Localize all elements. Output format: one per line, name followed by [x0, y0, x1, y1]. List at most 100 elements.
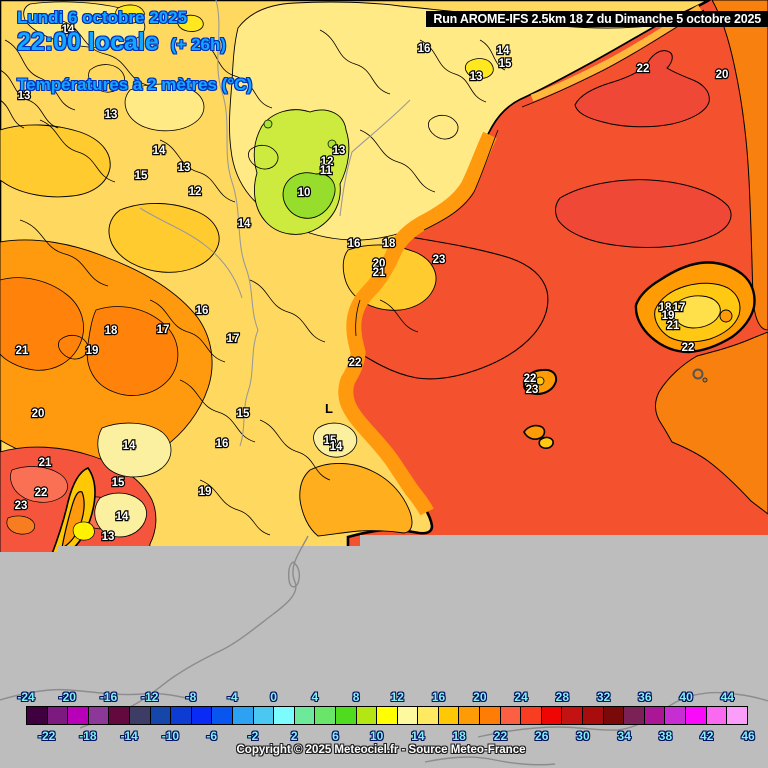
- scale-tick-label: 8: [352, 690, 360, 704]
- temp-value-label: 18: [659, 302, 672, 314]
- scale-tick-label: 34: [617, 729, 631, 743]
- temp-value-label: 16: [216, 438, 229, 450]
- scale-tick-label: 46: [741, 729, 755, 743]
- scale-tick-label: 42: [700, 729, 714, 743]
- temp-value-label: 21: [39, 457, 52, 469]
- scale-cell: [479, 706, 501, 725]
- island-mallorca: [634, 261, 756, 354]
- temp-value-label: 14: [238, 218, 251, 230]
- temp-value-label: 23: [433, 254, 446, 266]
- temp-value-label: 15: [499, 58, 512, 70]
- scale-tick-label: -6: [206, 729, 217, 743]
- scale-cell: [540, 706, 563, 725]
- scale-cell: [231, 706, 254, 725]
- temp-value-label: 16: [196, 305, 209, 317]
- scale-tick-label: -16: [99, 690, 118, 704]
- temp-value-label: 17: [227, 333, 240, 345]
- temp-value-label: 13: [333, 145, 346, 157]
- land-zone-pale: [97, 422, 172, 478]
- scale-cell: [108, 706, 130, 725]
- scale-tick-label: -12: [141, 690, 159, 704]
- scale-tick-label: 20: [473, 690, 487, 704]
- temp-value-label: 20: [373, 258, 386, 270]
- temp-value-label: 15: [135, 170, 148, 182]
- temp-value-label: 13: [102, 531, 115, 543]
- scale-cell: [376, 706, 398, 725]
- scale-cell: [602, 706, 625, 725]
- scale-cell: [293, 706, 316, 725]
- temp-value-label: 19: [199, 486, 212, 498]
- scale-tick-label: -2: [247, 729, 259, 743]
- temp-value-label: 22: [349, 357, 362, 369]
- land-zone-gold: [108, 203, 220, 273]
- land-spot-yellow: [115, 4, 145, 24]
- scale-tick-label: 10: [369, 729, 384, 743]
- sea-warm-edge-southeast: [654, 331, 768, 515]
- temp-value-label: 20: [716, 69, 729, 81]
- scale-cell: [46, 706, 69, 725]
- scale-cell: [396, 706, 419, 725]
- temp-value-label: 21: [16, 345, 29, 357]
- scale-cell: [664, 706, 686, 725]
- temp-value-label: 14: [116, 511, 129, 523]
- land-zone-pale-yellow: [23, 1, 146, 48]
- temp-value-label: 22: [637, 63, 650, 75]
- scale-cell: [67, 706, 89, 725]
- scale-tick-label: 16: [431, 690, 446, 704]
- scale-tick-label: 0: [270, 690, 277, 704]
- island-cabrera: [522, 368, 558, 396]
- temp-value-label: 22: [682, 342, 695, 354]
- model-run-banner: Run AROME-IFS 2.5km 18 Z du Dimanche 5 o…: [426, 11, 768, 27]
- scale-cell: [705, 706, 728, 725]
- temp-value-label: 21: [667, 320, 680, 332]
- copyright-text: Copyright © 2025 Meteociel.fr - Source M…: [236, 744, 526, 756]
- temp-value-label: 20: [32, 408, 45, 420]
- scale-cell: [334, 706, 357, 725]
- land-zone-deep-orange: [0, 277, 84, 371]
- scale-cell: [643, 706, 666, 725]
- temp-value-label: 19: [86, 345, 99, 357]
- temp-value-label: 14: [330, 441, 343, 453]
- land-spot-orange: [6, 515, 36, 535]
- land-zone-green: [327, 139, 337, 149]
- land-spot-yellow: [465, 58, 494, 79]
- land-zone-orange: [299, 462, 413, 537]
- scale-cell: [314, 706, 336, 725]
- temp-value-label: 22: [524, 373, 537, 385]
- temp-value-label: 14: [153, 145, 166, 157]
- land-zone-pale-yellow: [124, 83, 205, 132]
- scale-cell: [170, 706, 192, 725]
- scale-tick-label: 12: [390, 690, 404, 704]
- temp-value-label: 18: [383, 238, 396, 250]
- temp-value-label: 23: [15, 500, 28, 512]
- scale-tick-label: 28: [555, 690, 570, 704]
- nodata-region: [0, 535, 768, 768]
- island-small-dot: [692, 368, 708, 383]
- scale-tick-label: 40: [679, 690, 693, 704]
- temp-value-label: 17: [157, 324, 170, 336]
- scale-cell: [437, 706, 460, 725]
- temp-value-label: 13: [18, 90, 31, 102]
- scale-cell: [26, 706, 48, 725]
- scale-tick-label: 24: [514, 690, 528, 704]
- scale-tick-label: -4: [226, 690, 238, 704]
- scale-tick-label: -22: [37, 729, 56, 743]
- scale-cell: [149, 706, 172, 725]
- temp-value-label: 17: [673, 302, 686, 314]
- temp-value-label: 18: [105, 325, 118, 337]
- scale-tick-label: 38: [658, 729, 673, 743]
- low-pressure-marker: L: [325, 401, 333, 416]
- scale-tick-label: 22: [493, 729, 508, 743]
- scale-tick-label: 6: [332, 729, 339, 743]
- scale-tick-label: -18: [79, 729, 97, 743]
- temp-value-label: 10: [298, 187, 311, 199]
- scale-cell: [726, 706, 748, 725]
- scale-tick-label: 44: [720, 690, 735, 704]
- sea-warm-edge-north: [711, 0, 768, 331]
- temp-value-label: 14: [123, 440, 136, 452]
- scale-tick-label: 30: [576, 729, 590, 743]
- scale-tick-label: -20: [58, 690, 76, 704]
